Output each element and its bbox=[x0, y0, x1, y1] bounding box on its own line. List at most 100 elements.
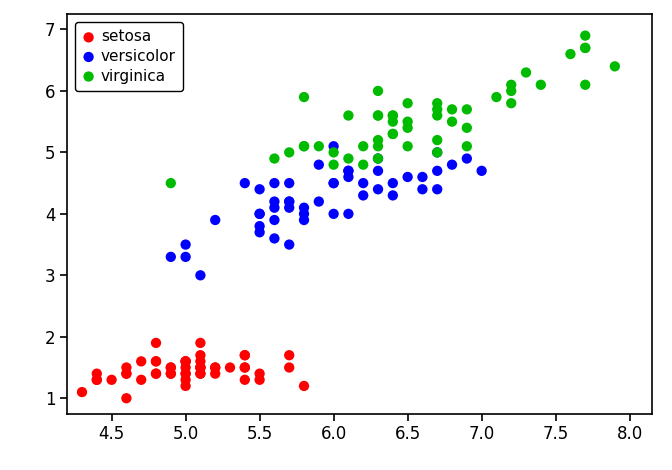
Point bbox=[269, 235, 280, 242]
Point bbox=[388, 192, 398, 199]
Point bbox=[284, 198, 294, 205]
Point bbox=[284, 241, 294, 248]
Point bbox=[403, 124, 413, 132]
Point bbox=[180, 370, 191, 377]
Point bbox=[403, 118, 413, 125]
Point bbox=[432, 149, 443, 156]
Point bbox=[284, 352, 294, 359]
Point bbox=[239, 364, 250, 371]
Point bbox=[284, 364, 294, 371]
Point bbox=[195, 364, 206, 371]
Point bbox=[284, 204, 294, 212]
Point bbox=[195, 339, 206, 347]
Point bbox=[254, 186, 265, 193]
Point bbox=[151, 339, 161, 347]
Point bbox=[328, 210, 339, 218]
Point bbox=[224, 364, 235, 371]
Point bbox=[284, 180, 294, 187]
Point bbox=[180, 241, 191, 248]
Point bbox=[165, 180, 176, 187]
Point bbox=[210, 370, 220, 377]
Point bbox=[328, 142, 339, 150]
Point bbox=[121, 370, 132, 377]
Point bbox=[536, 81, 546, 88]
Point bbox=[432, 136, 443, 144]
Point bbox=[388, 118, 398, 125]
Point bbox=[373, 112, 384, 119]
Point bbox=[343, 210, 353, 218]
Point bbox=[580, 32, 591, 39]
Point bbox=[462, 124, 472, 132]
Legend: setosa, versicolor, virginica: setosa, versicolor, virginica bbox=[75, 22, 183, 91]
Point bbox=[269, 155, 280, 162]
Point bbox=[432, 149, 443, 156]
Point bbox=[151, 370, 161, 377]
Point bbox=[284, 198, 294, 205]
Point bbox=[343, 167, 353, 174]
Point bbox=[447, 161, 458, 168]
Point bbox=[373, 87, 384, 94]
Point bbox=[343, 167, 353, 174]
Point bbox=[373, 186, 384, 193]
Point bbox=[358, 192, 369, 199]
Point bbox=[506, 87, 517, 94]
Point bbox=[77, 388, 87, 396]
Point bbox=[388, 180, 398, 187]
Point bbox=[417, 173, 428, 181]
Point bbox=[91, 376, 102, 384]
Point bbox=[239, 364, 250, 371]
Point bbox=[388, 130, 398, 138]
Point bbox=[506, 81, 517, 88]
Point bbox=[106, 376, 117, 384]
Point bbox=[328, 180, 339, 187]
Point bbox=[210, 364, 220, 371]
Point bbox=[373, 155, 384, 162]
Point bbox=[432, 112, 443, 119]
Point bbox=[373, 142, 384, 150]
Point bbox=[298, 382, 309, 390]
Point bbox=[136, 358, 146, 365]
Point bbox=[462, 142, 472, 150]
Point bbox=[254, 210, 265, 218]
Point bbox=[358, 142, 369, 150]
Point bbox=[343, 112, 353, 119]
Point bbox=[180, 358, 191, 365]
Point bbox=[165, 364, 176, 371]
Point bbox=[358, 161, 369, 168]
Point bbox=[284, 149, 294, 156]
Point bbox=[506, 100, 517, 107]
Point bbox=[195, 370, 206, 377]
Point bbox=[239, 352, 250, 359]
Point bbox=[373, 112, 384, 119]
Point bbox=[180, 376, 191, 384]
Point bbox=[313, 161, 324, 168]
Point bbox=[373, 167, 384, 174]
Point bbox=[180, 382, 191, 390]
Point bbox=[432, 186, 443, 193]
Point bbox=[195, 364, 206, 371]
Point bbox=[462, 106, 472, 113]
Point bbox=[195, 272, 206, 279]
Point bbox=[165, 370, 176, 377]
Point bbox=[239, 376, 250, 384]
Point bbox=[343, 173, 353, 181]
Point bbox=[358, 180, 369, 187]
Point bbox=[343, 155, 353, 162]
Point bbox=[269, 180, 280, 187]
Point bbox=[298, 210, 309, 218]
Point bbox=[165, 370, 176, 377]
Point bbox=[447, 106, 458, 113]
Point bbox=[269, 198, 280, 205]
Point bbox=[476, 167, 487, 174]
Point bbox=[254, 228, 265, 236]
Point bbox=[403, 173, 413, 181]
Point bbox=[195, 352, 206, 359]
Point bbox=[254, 222, 265, 230]
Point bbox=[151, 370, 161, 377]
Point bbox=[180, 253, 191, 261]
Point bbox=[491, 94, 502, 101]
Point bbox=[432, 106, 443, 113]
Point bbox=[313, 142, 324, 150]
Point bbox=[447, 118, 458, 125]
Point bbox=[91, 376, 102, 384]
